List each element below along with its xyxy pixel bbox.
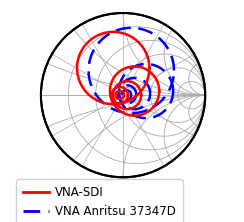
Legend: VNA-SDI, VNA Anritsu 37347D: VNA-SDI, VNA Anritsu 37347D bbox=[16, 179, 183, 222]
